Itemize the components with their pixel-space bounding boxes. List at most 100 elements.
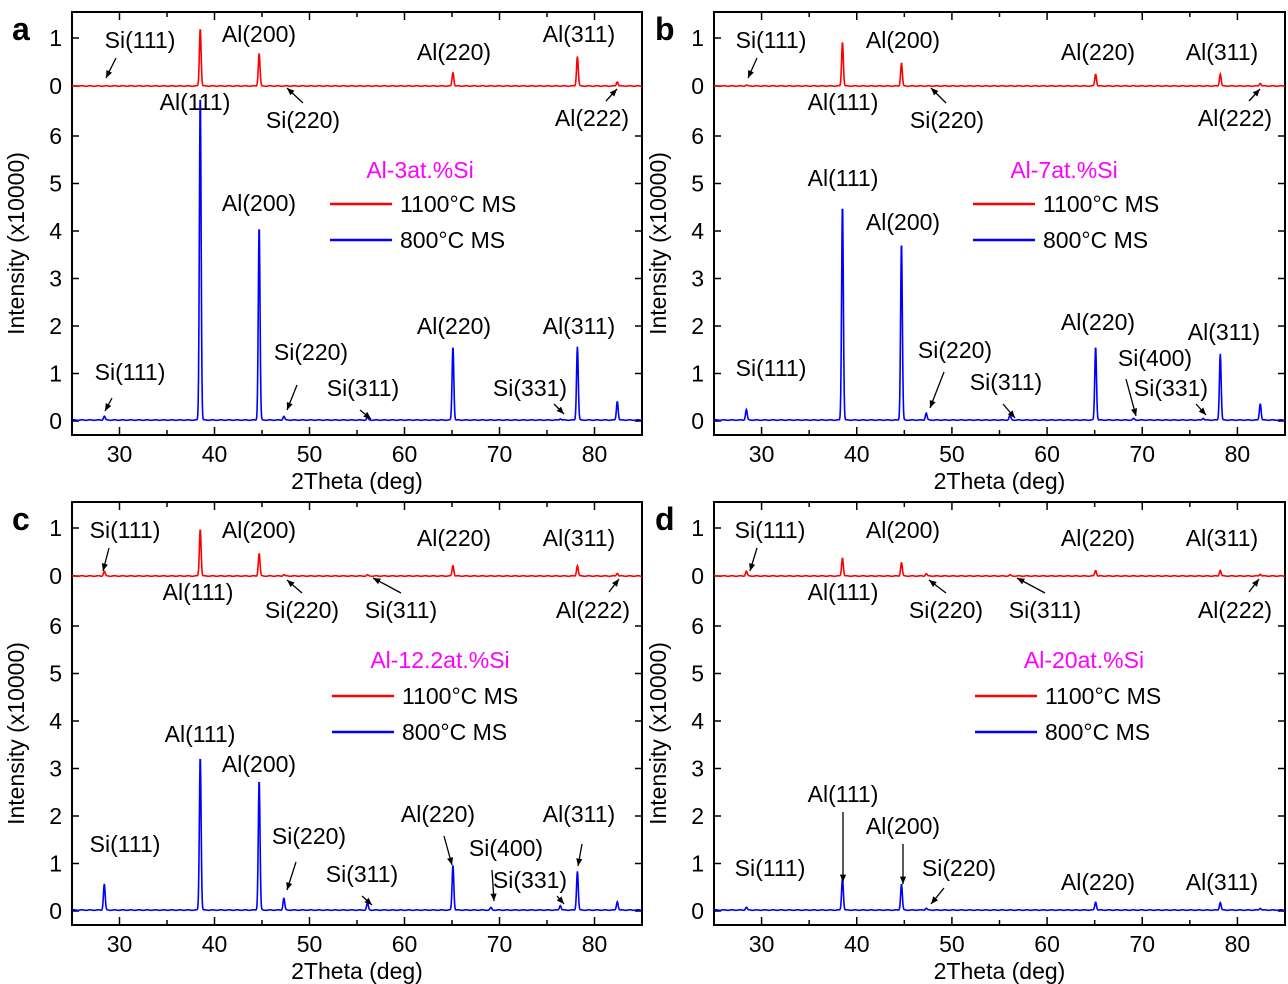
peak-annotation: Al(311)	[543, 801, 615, 827]
peak-annotation: Si(311)	[970, 369, 1042, 395]
arrow-head	[612, 579, 619, 587]
x-tick-label: 80	[582, 931, 608, 957]
y-axis-label: Intensity (x10000)	[3, 642, 29, 825]
legend: 1100°C MS 800°C MS	[332, 683, 518, 745]
peak-annotation: Al(220)	[1061, 869, 1135, 895]
y-tick-label: 0	[49, 408, 62, 434]
x-axis-label: 2Theta (deg)	[291, 958, 423, 984]
y-tick-label: 0	[691, 563, 704, 589]
arrow-head	[1252, 579, 1259, 587]
peak-annotation: Al(111)	[165, 721, 236, 747]
y-tick-label: 6	[49, 613, 62, 639]
peak-annotation: Al(311)	[1186, 525, 1258, 551]
x-tick-label: 30	[107, 931, 133, 957]
y-tick-label: 0	[691, 73, 704, 99]
y-tick-label: 0	[49, 898, 62, 924]
series-line-800C	[71, 99, 642, 422]
x-tick-label: 50	[939, 441, 965, 467]
arrow-head	[929, 580, 937, 587]
peak-annotation: Al(200)	[866, 517, 940, 543]
y-tick-label: 5	[691, 661, 704, 687]
panel-letter: d	[655, 501, 675, 537]
legend-entry: 800°C MS	[1043, 227, 1148, 253]
series-line-1100C	[713, 557, 1286, 578]
arrow-head	[364, 897, 372, 905]
y-tick-label: 3	[691, 756, 704, 782]
peak-annotation: Si(220)	[274, 339, 348, 365]
legend: 1100°C MS 800°C MS	[973, 191, 1159, 253]
arrow-head	[576, 858, 583, 866]
x-tick-label: 70	[487, 931, 513, 957]
composition-label: Al-3at.%Si	[366, 157, 473, 183]
arrow-head	[286, 402, 293, 410]
peak-annotation: Si(111)	[90, 517, 161, 543]
peak-annotation: Si(400)	[1118, 345, 1192, 371]
peak-annotation: Si(220)	[922, 855, 996, 881]
y-tick-label: 2	[691, 313, 704, 339]
peak-annotation: Al(220)	[417, 525, 491, 551]
x-tick-label: 50	[297, 931, 323, 957]
legend-entry: 1100°C MS	[1043, 191, 1159, 217]
legend: 1100°C MS 800°C MS	[975, 683, 1161, 745]
arrow-head	[556, 896, 564, 904]
x-tick-label: 30	[107, 441, 133, 467]
panel-letter: b	[655, 11, 675, 47]
x-tick-label: 80	[1225, 931, 1251, 957]
composition-label: Al-20at.%Si	[1024, 647, 1144, 673]
y-tick-label: 1	[691, 25, 704, 51]
arrow-head	[899, 876, 907, 884]
x-tick-label: 70	[1129, 931, 1155, 957]
peak-annotation: Al(111)	[808, 165, 879, 191]
peak-annotation: Al(220)	[417, 313, 491, 339]
peak-annotation: Al(220)	[1061, 525, 1135, 551]
x-tick-label: 40	[844, 441, 870, 467]
peak-annotation: Si(220)	[266, 107, 340, 133]
peak-annotation: Si(220)	[918, 337, 992, 363]
x-tick-label: 60	[1034, 931, 1060, 957]
series-line-800C	[71, 758, 642, 912]
peak-annotation: Si(311)	[327, 375, 399, 401]
arrow-head	[101, 563, 108, 571]
peak-annotation: Si(111)	[105, 27, 176, 53]
y-axis-label: Intensity (x10000)	[645, 642, 671, 825]
peak-annotation: Al(200)	[866, 209, 940, 235]
peak-annotation: Si(111)	[90, 831, 161, 857]
y-tick-label: 4	[49, 708, 62, 734]
legend-entry: 800°C MS	[1045, 719, 1150, 745]
y-tick-label: 4	[49, 218, 62, 244]
arrow-head	[748, 70, 754, 78]
peak-annotation: Al(111)	[163, 579, 234, 605]
peak-annotation: Si(400)	[469, 835, 543, 861]
peak-annotation: Al(220)	[1061, 309, 1135, 335]
peak-annotation: Al(220)	[417, 39, 491, 65]
peak-annotation: Al(222)	[1198, 597, 1272, 623]
arrow-head	[363, 411, 371, 419]
peak-annotation: Al(311)	[1186, 39, 1258, 65]
series-line-1100C	[713, 42, 1286, 88]
peak-annotation: Si(311)	[365, 597, 437, 623]
x-tick-label: 50	[939, 931, 965, 957]
x-tick-label: 40	[202, 441, 228, 467]
arrow-head	[931, 88, 939, 96]
x-tick-label: 30	[749, 441, 775, 467]
x-tick-label: 80	[582, 441, 608, 467]
legend-entry: 1100°C MS	[1045, 683, 1161, 709]
peak-annotation: Si(111)	[735, 517, 806, 543]
y-tick-label: 1	[49, 515, 62, 541]
arrow-head	[1198, 407, 1206, 415]
y-tick-label: 6	[49, 123, 62, 149]
peak-annotation: Al(311)	[543, 525, 615, 551]
x-tick-label: 70	[1129, 441, 1155, 467]
peak-annotation: Al(222)	[556, 597, 630, 623]
series-line-800C	[713, 877, 1285, 912]
x-tick-label: 40	[202, 931, 228, 957]
y-tick-label: 6	[691, 613, 704, 639]
arrow-head	[287, 580, 295, 588]
composition-label: Al-12.2at.%Si	[370, 647, 509, 673]
peak-annotation: Si(331)	[493, 867, 567, 893]
y-tick-label: 1	[49, 25, 62, 51]
peak-annotation: Si(111)	[95, 359, 166, 385]
legend-entry: 1100°C MS	[400, 191, 516, 217]
arrow-head	[839, 874, 847, 882]
